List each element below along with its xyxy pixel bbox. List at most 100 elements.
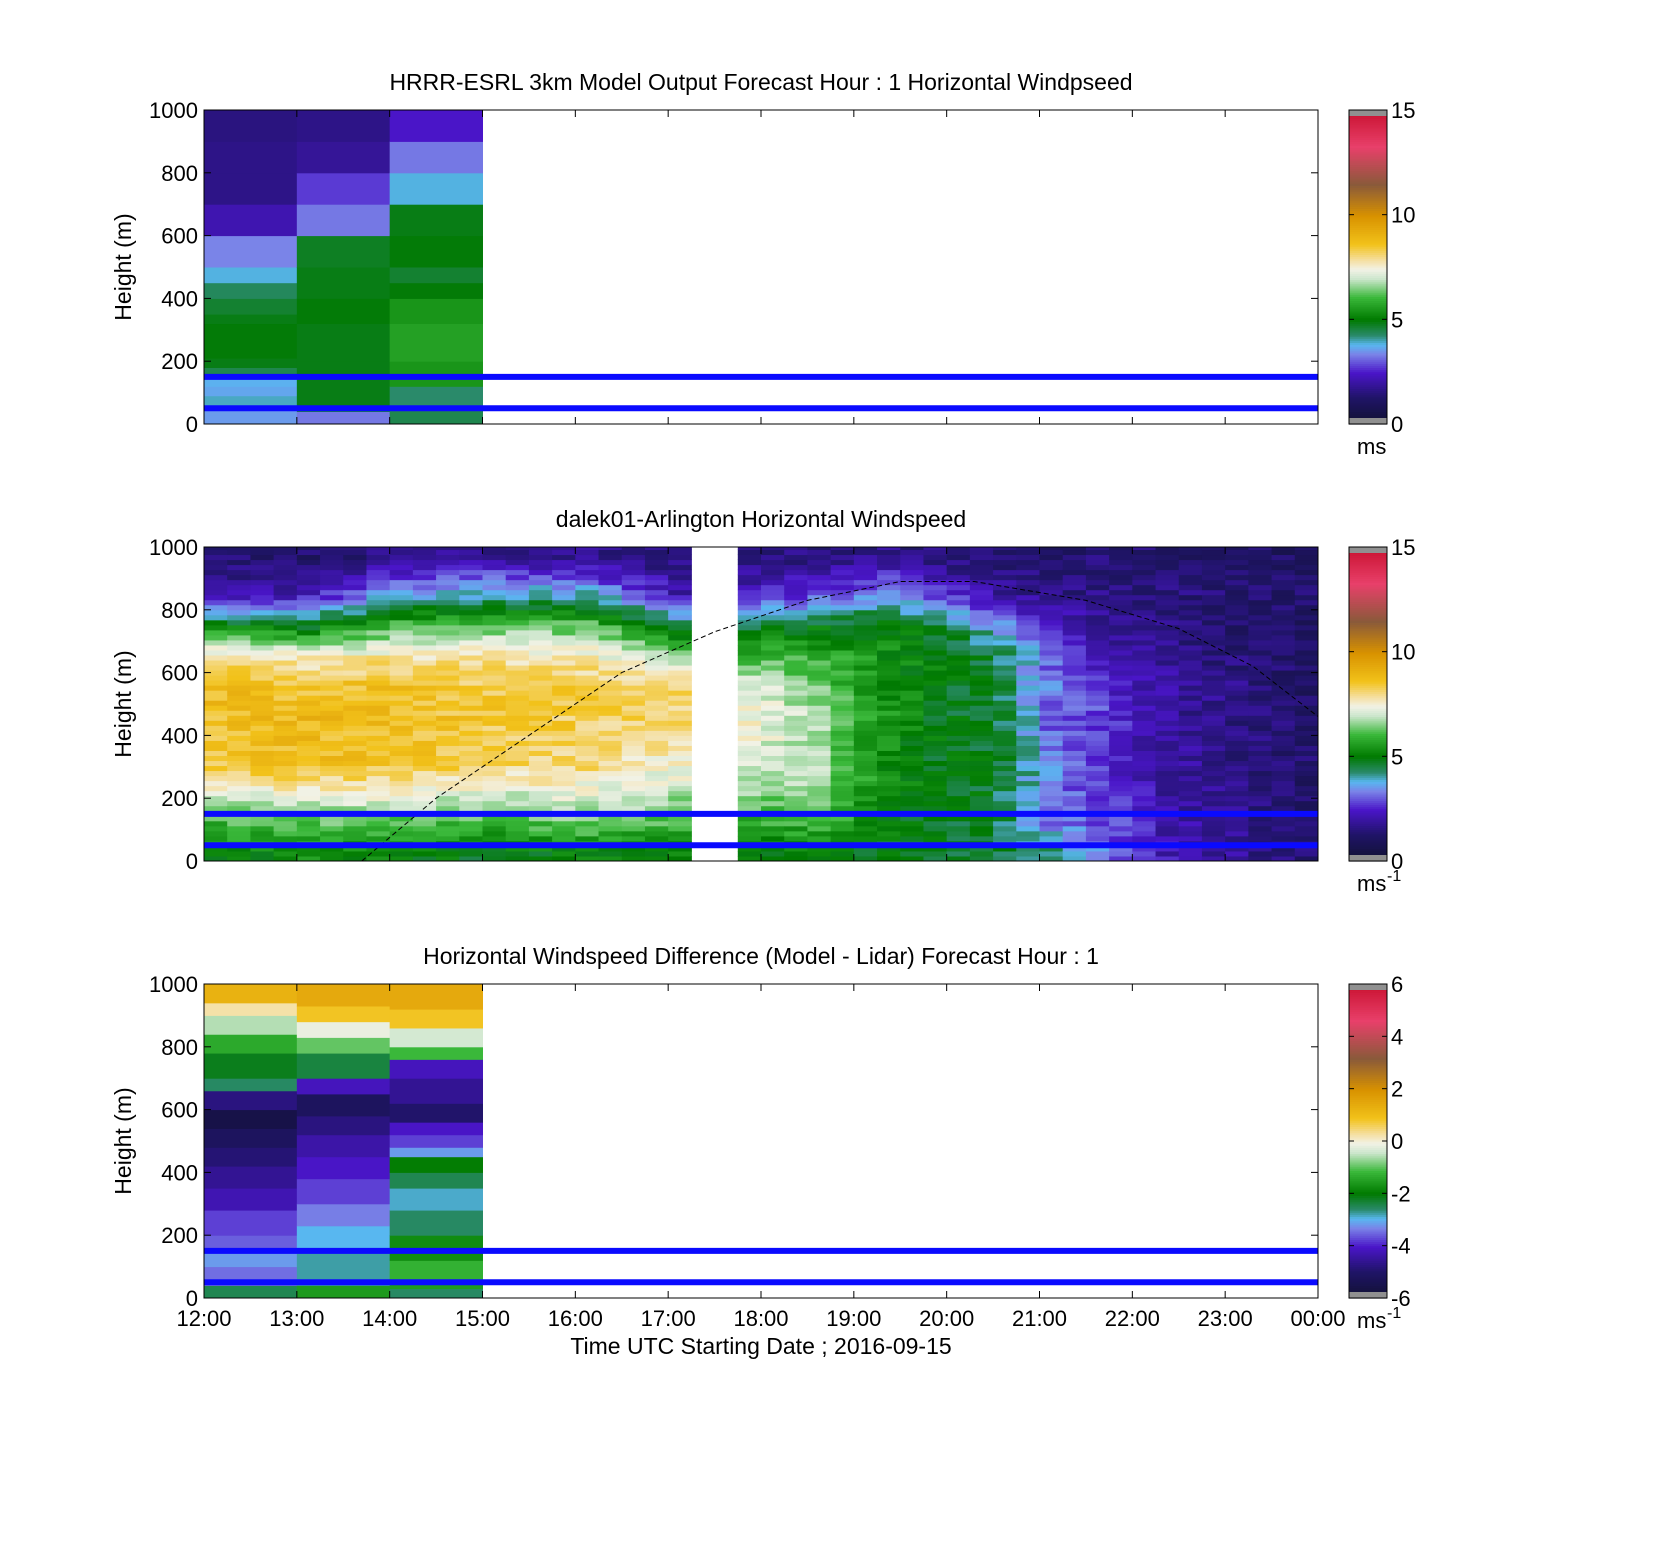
heatmap-cell (668, 730, 692, 736)
heatmap-cell (621, 584, 646, 591)
heatmap-cell (552, 609, 576, 616)
heatmap-cell (343, 624, 367, 631)
heatmap-cell (320, 549, 344, 556)
heatmap-cell (412, 594, 437, 601)
heatmap-cell (644, 775, 669, 782)
heatmap-cell (830, 855, 855, 861)
heatmap-cell (575, 574, 600, 581)
heatmap-cell (296, 695, 321, 701)
heatmap-cell (900, 830, 924, 837)
heatmap-cell (482, 549, 507, 556)
heatmap-cell (250, 715, 275, 721)
colorbar-segment (1349, 392, 1387, 396)
heatmap-cell (1201, 675, 1226, 681)
heatmap-cell (505, 700, 530, 706)
heatmap-cell (969, 599, 994, 606)
heatmap-cell (320, 574, 344, 581)
colorbar-segment (1349, 233, 1387, 237)
heatmap-cell (296, 705, 321, 711)
heatmap-cell (946, 670, 971, 676)
heatmap-cell (1225, 619, 1249, 626)
heatmap-cell (668, 735, 692, 741)
heatmap-cell (343, 644, 367, 651)
heatmap-cell (668, 785, 692, 792)
heatmap-cell (993, 634, 1017, 641)
heatmap-cell (621, 820, 646, 827)
heatmap-cell (853, 705, 878, 711)
heatmap-cell (320, 755, 344, 762)
heatmap-cell (343, 850, 367, 857)
colorbar-segment (1349, 622, 1387, 626)
heatmap-cell (1109, 655, 1133, 661)
heatmap-cell (784, 574, 808, 581)
heatmap-cell (946, 855, 971, 861)
heatmap-cell (1294, 805, 1318, 812)
heatmap-cell (993, 800, 1017, 807)
heatmap-cell (389, 549, 414, 556)
heatmap-cell (250, 765, 275, 772)
heatmap-cell (598, 735, 623, 741)
colorbar-segment (1349, 580, 1387, 584)
heatmap-cell (807, 720, 832, 726)
heatmap-cell (1132, 569, 1157, 576)
heatmap-cell (853, 639, 878, 646)
colorbar-segment (1349, 800, 1387, 803)
heatmap-cell (1109, 740, 1133, 746)
heatmap-cell (1109, 639, 1133, 646)
heatmap-cell (807, 685, 832, 691)
heatmap-cell (320, 740, 344, 746)
heatmap-cell (1271, 589, 1296, 596)
heatmap-cell (552, 559, 576, 566)
heatmap-cell (830, 639, 855, 646)
heatmap-cell (389, 141, 483, 174)
heatmap-cell (737, 835, 762, 842)
heatmap-cell (505, 735, 530, 741)
colorbar-segment (1349, 779, 1387, 783)
colorbar-segment (1349, 649, 1387, 653)
heatmap-cell (250, 624, 275, 631)
heatmap-cell (1155, 765, 1180, 772)
colorbar-segment (1349, 806, 1387, 810)
colorbar-segment (1349, 634, 1387, 638)
heatmap-cell (1016, 735, 1040, 741)
colorbar-segment (1349, 218, 1387, 222)
heatmap-cell (1271, 735, 1296, 741)
heatmap-cell (1178, 655, 1203, 661)
heatmap-cell (296, 589, 321, 596)
heatmap-cell (830, 835, 855, 842)
heatmap-cell (923, 805, 948, 812)
heatmap-cell (598, 629, 623, 636)
heatmap-cell (621, 564, 646, 571)
heatmap-cell (505, 750, 530, 756)
colorbar-segment (1349, 693, 1387, 697)
heatmap-cell (1155, 725, 1180, 731)
colorbar-tick-label: 5 (1391, 744, 1403, 769)
heatmap-cell (552, 594, 576, 601)
heatmap-cell (1248, 855, 1273, 861)
heatmap-cell (1294, 720, 1318, 726)
heatmap-cell (993, 830, 1017, 837)
heatmap-cell (1109, 624, 1133, 631)
heatmap-cell (737, 760, 762, 767)
heatmap-cell (575, 685, 600, 691)
heatmap-cell (343, 855, 367, 861)
colorbar-segment (1349, 267, 1387, 270)
heatmap-cell (784, 815, 808, 822)
heatmap-cell (412, 639, 437, 646)
heatmap-cell (389, 705, 414, 711)
heatmap-cell (1271, 805, 1296, 812)
heatmap-cell (320, 775, 344, 782)
heatmap-cell (784, 720, 808, 726)
heatmap-cell (343, 675, 367, 681)
heatmap-cell (1294, 835, 1318, 842)
heatmap-cell (204, 795, 228, 802)
heatmap-cell (1085, 547, 1110, 551)
colorbar-segment (1349, 382, 1387, 385)
heatmap-cell (923, 815, 948, 822)
heatmap-cell (552, 549, 576, 556)
heatmap-cell (969, 850, 994, 857)
heatmap-cell (575, 825, 600, 832)
heatmap-cell (1016, 574, 1040, 581)
heatmap-cell (296, 547, 321, 551)
heatmap-cell (1132, 670, 1157, 676)
